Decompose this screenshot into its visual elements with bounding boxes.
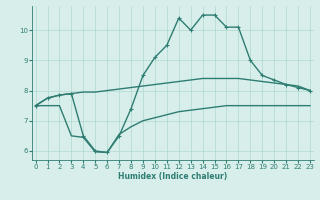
X-axis label: Humidex (Indice chaleur): Humidex (Indice chaleur) xyxy=(118,172,228,181)
